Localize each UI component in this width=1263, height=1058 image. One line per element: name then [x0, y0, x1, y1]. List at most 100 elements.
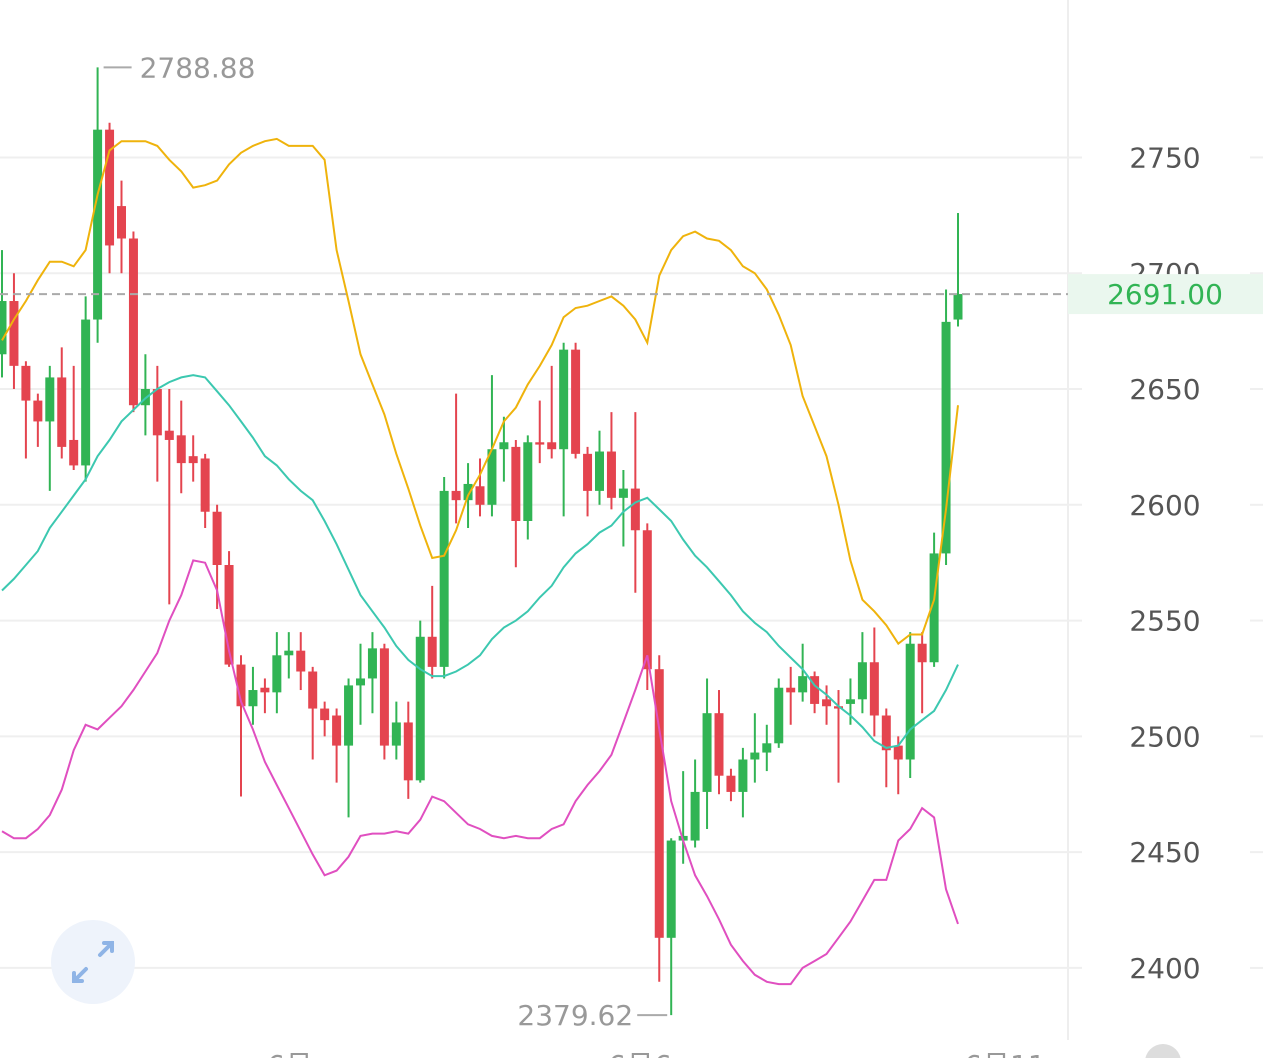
candle-body [152, 389, 162, 436]
candle-body [535, 442, 545, 445]
candle-body [356, 678, 365, 686]
candle-body [439, 490, 449, 667]
candle-body [475, 486, 485, 505]
candle-body [595, 451, 604, 491]
y-tick-label: 2550 [1129, 605, 1200, 638]
candle-body [523, 442, 533, 521]
candle-body [463, 483, 473, 501]
candle-body [547, 442, 557, 450]
band-line [1, 374, 959, 749]
x-tick-label: 6月 [267, 1049, 313, 1058]
band-line [1, 137, 959, 646]
candle-body [188, 456, 198, 464]
candle-body [941, 321, 951, 554]
candle-body [451, 490, 461, 501]
candle-body [726, 775, 736, 792]
candle-body [403, 722, 413, 781]
candle-body [893, 745, 903, 760]
candle-body [654, 669, 664, 938]
candle-body [391, 722, 401, 746]
candle-body [236, 664, 246, 707]
y-tick-label: 2600 [1129, 489, 1200, 522]
candle-body [905, 643, 915, 760]
y-tick-label: 2400 [1129, 952, 1200, 985]
candle-body [69, 439, 79, 466]
candle-body [762, 743, 772, 753]
candle-body [117, 206, 126, 239]
candle-body [487, 449, 497, 505]
candle-body [45, 377, 55, 422]
x-tick-label: 6月11 [964, 1049, 1045, 1058]
y-tick-label: 2500 [1129, 720, 1200, 753]
candle-body [284, 650, 294, 656]
candle-body [690, 791, 700, 841]
candle-body [583, 453, 593, 491]
candle-body [750, 752, 760, 760]
candle-body [260, 687, 270, 693]
candle-body [798, 676, 808, 693]
expand-icon[interactable] [72, 941, 114, 983]
candle-body [200, 458, 210, 512]
candle-body [642, 530, 652, 670]
plot: 240024502500255026002650270027502788.882… [0, 51, 1263, 1058]
y-tick-label: 2450 [1129, 836, 1200, 869]
candle-body [308, 671, 318, 709]
expand-button[interactable] [51, 920, 135, 1004]
candle-body [869, 662, 879, 716]
candle-body [128, 238, 138, 406]
high-marker-label: 2788.88 [140, 51, 256, 84]
candle-body [93, 129, 103, 320]
candle-body [618, 488, 628, 498]
candle-body [822, 699, 832, 707]
candle-body [33, 400, 43, 422]
candle-body [164, 430, 174, 440]
candle-body [57, 377, 67, 447]
candle-body [857, 662, 867, 700]
candle-body [666, 840, 676, 938]
candle-body [929, 553, 939, 663]
candle-body [320, 708, 330, 721]
candle-body [702, 713, 712, 792]
candle-body [810, 676, 820, 704]
candle-body [81, 319, 91, 466]
candle-body [212, 511, 222, 565]
candle-body [176, 435, 186, 464]
candle-body [9, 301, 19, 366]
candle-body [296, 650, 306, 672]
candle-body [559, 349, 569, 450]
candle-body [272, 655, 282, 693]
candle-body [332, 715, 342, 746]
candle-body [881, 715, 891, 751]
candle-body [224, 564, 234, 665]
candle-body [105, 129, 115, 246]
candle-body [511, 446, 521, 521]
candle-body [427, 636, 437, 667]
scroll-handle[interactable] [1145, 1044, 1181, 1058]
candle-body [367, 648, 377, 679]
candle-body [379, 648, 389, 746]
candle-body [917, 643, 927, 663]
y-tick-label: 2650 [1129, 373, 1200, 406]
candle-body [630, 488, 640, 531]
candle-body [786, 687, 796, 693]
candle-body [774, 687, 784, 744]
y-tick-label: 2750 [1129, 141, 1200, 174]
candle-body [21, 365, 31, 401]
expand-bg[interactable] [51, 920, 135, 1004]
candle-body [0, 301, 7, 355]
candle-body [344, 685, 354, 746]
candle-body [571, 349, 581, 454]
last-price-label: 2691.00 [1107, 278, 1223, 311]
band-line [1, 559, 959, 986]
candle-body [714, 713, 724, 776]
candle-body [738, 759, 748, 792]
candle-body [845, 699, 855, 704]
candle-body [415, 636, 425, 781]
candle-body [606, 451, 616, 498]
x-tick-label: 6月6 [608, 1049, 672, 1058]
low-marker-label: 2379.62 [517, 999, 633, 1032]
candle-body [953, 294, 963, 320]
candle-body [248, 690, 258, 707]
candle-body [499, 442, 509, 450]
